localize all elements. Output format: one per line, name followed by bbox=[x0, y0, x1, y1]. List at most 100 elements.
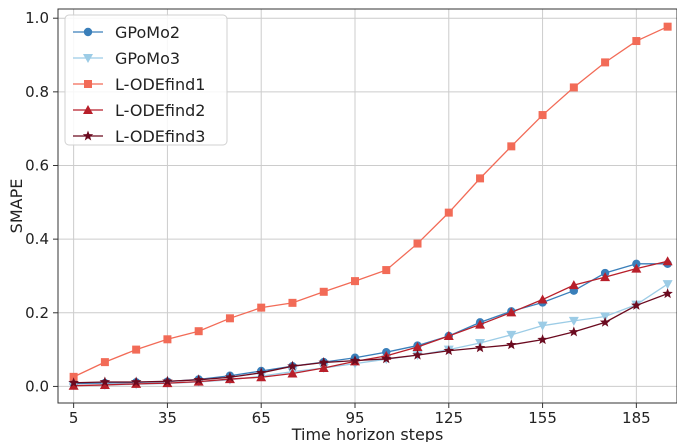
legend-item-l-odefind2: L-ODEfind2 bbox=[73, 101, 205, 120]
y-tick-label: 0.6 bbox=[25, 156, 49, 174]
data-point-l-odefind2 bbox=[99, 379, 110, 389]
y-axis-title: SMAPE bbox=[7, 179, 26, 234]
data-point-gpomo3 bbox=[662, 280, 673, 290]
data-point-l-odefind3 bbox=[568, 326, 580, 337]
data-point-l-odefind3 bbox=[412, 349, 423, 360]
legend-marker-l-odefind2 bbox=[83, 105, 93, 114]
data-point-l-odefind3 bbox=[255, 367, 267, 378]
legend-item-gpomo2: GPoMo2 bbox=[73, 23, 180, 42]
series-line-gpomo2 bbox=[73, 263, 668, 385]
data-point-l-odefind2 bbox=[506, 307, 517, 317]
data-point-l-odefind1 bbox=[382, 266, 391, 275]
data-point-l-odefind3 bbox=[318, 357, 329, 367]
data-point-l-odefind1 bbox=[350, 277, 359, 286]
data-point-l-odefind3 bbox=[599, 316, 611, 327]
legend-item-l-odefind3: L-ODEfind3 bbox=[73, 127, 205, 146]
legend-marker-l-odefind3 bbox=[82, 130, 94, 141]
data-point-l-odefind3 bbox=[162, 375, 173, 386]
data-point-l-odefind3 bbox=[381, 353, 392, 364]
data-point-gpomo3 bbox=[568, 316, 579, 326]
data-point-l-odefind1 bbox=[663, 22, 672, 31]
data-point-l-odefind2 bbox=[68, 380, 79, 390]
plot-area-frame bbox=[57, 8, 677, 404]
x-axis-title: Time horizon steps bbox=[291, 425, 444, 442]
series-line-gpomo3 bbox=[73, 283, 668, 386]
data-point-l-odefind2 bbox=[443, 330, 454, 340]
data-point-l-odefind1 bbox=[69, 372, 78, 381]
legend-label-l-odefind2: L-ODEfind2 bbox=[115, 101, 205, 120]
data-point-l-odefind2 bbox=[537, 294, 548, 304]
legend-box bbox=[64, 14, 228, 146]
x-tick-label: 185 bbox=[622, 409, 651, 427]
data-point-l-odefind1 bbox=[132, 345, 141, 354]
legend-label-gpomo3: GPoMo3 bbox=[115, 49, 180, 68]
axis-ticks: 5 35 65 95 125 155 185 0.0 0.2 0.4 0.6 0.8 1.0 bbox=[25, 9, 651, 427]
data-point-l-odefind2 bbox=[631, 263, 642, 273]
legend-label-l-odefind3: L-ODEfind3 bbox=[115, 127, 205, 146]
legend-marker-gpomo2 bbox=[83, 27, 93, 37]
x-tick-label: 35 bbox=[158, 409, 177, 427]
data-point-l-odefind1 bbox=[194, 327, 203, 336]
legend-marker-gpomo3 bbox=[83, 54, 93, 63]
data-point-l-odefind1 bbox=[444, 208, 453, 217]
data-point-l-odefind3 bbox=[99, 376, 111, 387]
data-point-l-odefind1 bbox=[257, 303, 266, 312]
data-point-l-odefind1 bbox=[100, 358, 109, 367]
data-point-l-odefind1 bbox=[163, 335, 172, 344]
legend-label-l-odefind1: L-ODEfind1 bbox=[115, 75, 205, 94]
data-point-l-odefind3 bbox=[506, 339, 517, 350]
data-point-l-odefind1 bbox=[225, 314, 234, 323]
x-tick-label: 125 bbox=[434, 409, 463, 427]
y-tick-label: 1.0 bbox=[25, 9, 49, 27]
data-point-l-odefind1 bbox=[538, 111, 547, 120]
x-tick-label: 5 bbox=[69, 409, 79, 427]
series-l-odefind1 bbox=[69, 22, 672, 381]
data-point-l-odefind3 bbox=[537, 334, 548, 345]
data-point-l-odefind1 bbox=[632, 37, 641, 46]
series-layer bbox=[68, 22, 673, 391]
legend: GPoMo2 GPoMo3 L-ODEfind1 L-ODEfind2 L-ODEfin… bbox=[64, 14, 228, 146]
legend-item-l-odefind1: L-ODEfind1 bbox=[73, 75, 205, 94]
data-point-l-odefind2 bbox=[600, 272, 611, 282]
data-point-gpomo3 bbox=[537, 321, 548, 331]
data-point-l-odefind3 bbox=[287, 360, 298, 371]
data-point-l-odefind1 bbox=[569, 83, 578, 92]
data-point-l-odefind3 bbox=[474, 342, 486, 353]
data-point-l-odefind1 bbox=[507, 142, 516, 151]
data-point-l-odefind2 bbox=[287, 368, 298, 378]
data-point-l-odefind1 bbox=[601, 58, 610, 67]
data-point-l-odefind2 bbox=[475, 319, 486, 329]
data-point-l-odefind2 bbox=[662, 256, 673, 266]
data-point-l-odefind1 bbox=[288, 298, 297, 307]
data-point-l-odefind1 bbox=[413, 239, 422, 248]
data-point-l-odefind2 bbox=[568, 280, 579, 290]
y-tick-label: 0.4 bbox=[25, 230, 49, 248]
data-point-l-odefind2 bbox=[412, 342, 423, 352]
series-line-l-odefind1 bbox=[73, 26, 668, 378]
data-point-l-odefind3 bbox=[130, 376, 142, 387]
y-tick-label: 0.2 bbox=[25, 304, 49, 322]
data-point-gpomo3 bbox=[506, 330, 517, 340]
legend-marker-l-odefind1 bbox=[84, 80, 92, 88]
series-l-odefind3 bbox=[68, 288, 673, 388]
y-tick-label: 0.8 bbox=[25, 83, 49, 101]
series-gpomo2 bbox=[69, 259, 672, 388]
series-line-l-odefind2 bbox=[73, 260, 668, 387]
x-tick-label: 155 bbox=[528, 409, 557, 427]
legend-label-gpomo2: GPoMo2 bbox=[115, 23, 180, 42]
y-tick-label: 0.0 bbox=[25, 377, 49, 395]
data-point-l-odefind3 bbox=[68, 377, 79, 388]
data-point-l-odefind1 bbox=[476, 174, 485, 183]
legend-item-gpomo3: GPoMo3 bbox=[73, 49, 180, 68]
data-point-l-odefind3 bbox=[631, 299, 642, 310]
data-point-l-odefind3 bbox=[224, 371, 236, 382]
data-point-l-odefind3 bbox=[443, 345, 455, 356]
series-gpomo3 bbox=[68, 280, 673, 391]
data-point-l-odefind2 bbox=[318, 363, 329, 373]
x-tick-label: 95 bbox=[345, 409, 364, 427]
data-point-l-odefind1 bbox=[319, 287, 328, 296]
x-tick-label: 65 bbox=[252, 409, 271, 427]
series-line-l-odefind3 bbox=[73, 293, 668, 384]
data-point-l-odefind2 bbox=[256, 372, 267, 382]
